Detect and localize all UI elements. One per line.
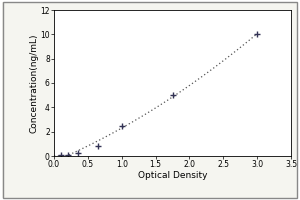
X-axis label: Optical Density: Optical Density bbox=[138, 171, 207, 180]
Y-axis label: Concentration(ng/mL): Concentration(ng/mL) bbox=[30, 33, 39, 133]
